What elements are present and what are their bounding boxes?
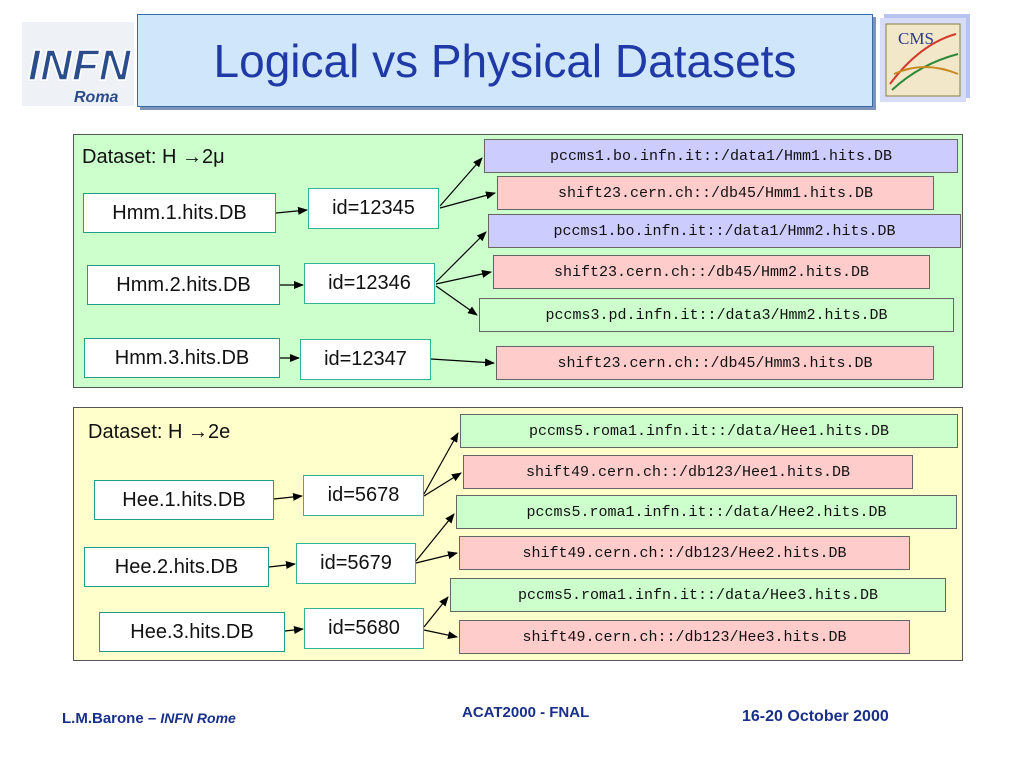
footer-author: L.M.Barone – INFN Rome — [62, 710, 236, 727]
roma-logo-text: Roma — [74, 89, 119, 106]
physical-file-hmm1-cern: shift23.cern.ch::/db45/Hmm1.hits.DB — [497, 176, 934, 210]
file-id-5678: id=5678 — [303, 475, 424, 516]
dataset-label-hmm: Dataset: H →2μ — [82, 146, 225, 168]
page-title-text: Logical vs Physical Datasets — [213, 34, 797, 87]
footer-separator: – — [143, 710, 161, 727]
logical-file-hee-2: Hee.2.hits.DB — [84, 547, 269, 587]
file-id-5680: id=5680 — [304, 608, 424, 649]
file-id-12347: id=12347 — [300, 339, 431, 380]
logical-file-hee-1: Hee.1.hits.DB — [94, 480, 274, 520]
cms-logo: CMS — [880, 14, 972, 102]
footer-affiliation: INFN Rome — [160, 710, 236, 726]
physical-file-hee2-cern: shift49.cern.ch::/db123/Hee2.hits.DB — [459, 536, 910, 570]
cms-logo-text: CMS — [898, 29, 934, 48]
physical-file-hee1-roma: pccms5.roma1.infn.it::/data/Hee1.hits.DB — [460, 414, 958, 448]
file-id-12345: id=12345 — [308, 188, 439, 229]
footer-conference: ACAT2000 - FNAL — [462, 704, 590, 721]
physical-file-hee3-cern: shift49.cern.ch::/db123/Hee3.hits.DB — [459, 620, 910, 654]
physical-file-hmm1-bo: pccms1.bo.infn.it::/data1/Hmm1.hits.DB — [484, 139, 958, 173]
infn-logo-text: INFN — [28, 41, 132, 90]
infn-roma-logo: INFN Roma — [22, 22, 134, 106]
file-id-12346: id=12346 — [304, 263, 435, 304]
footer-dates: 16-20 October 2000 — [742, 708, 889, 725]
logical-file-hmm-2: Hmm.2.hits.DB — [87, 265, 280, 305]
physical-file-hee2-roma: pccms5.roma1.infn.it::/data/Hee2.hits.DB — [456, 495, 957, 529]
physical-file-hee3-roma: pccms5.roma1.infn.it::/data/Hee3.hits.DB — [450, 578, 946, 612]
logical-file-hmm-3: Hmm.3.hits.DB — [84, 338, 280, 378]
physical-file-hmm2-bo: pccms1.bo.infn.it::/data1/Hmm2.hits.DB — [488, 214, 961, 248]
physical-file-hmm3-cern: shift23.cern.ch::/db45/Hmm3.hits.DB — [496, 346, 934, 380]
logical-file-hmm-1: Hmm.1.hits.DB — [83, 193, 276, 233]
physical-file-hmm2-cern: shift23.cern.ch::/db45/Hmm2.hits.DB — [493, 255, 930, 289]
physical-file-hee1-cern: shift49.cern.ch::/db123/Hee1.hits.DB — [463, 455, 913, 489]
logical-file-hee-3: Hee.3.hits.DB — [99, 612, 285, 652]
file-id-5679: id=5679 — [296, 543, 416, 584]
dataset-label-hee: Dataset: H →2e — [88, 421, 231, 443]
footer-author-name: L.M.Barone — [62, 710, 144, 727]
page-title: Logical vs Physical Datasets — [137, 14, 873, 107]
physical-file-hmm2-pd: pccms3.pd.infn.it::/data3/Hmm2.hits.DB — [479, 298, 954, 332]
